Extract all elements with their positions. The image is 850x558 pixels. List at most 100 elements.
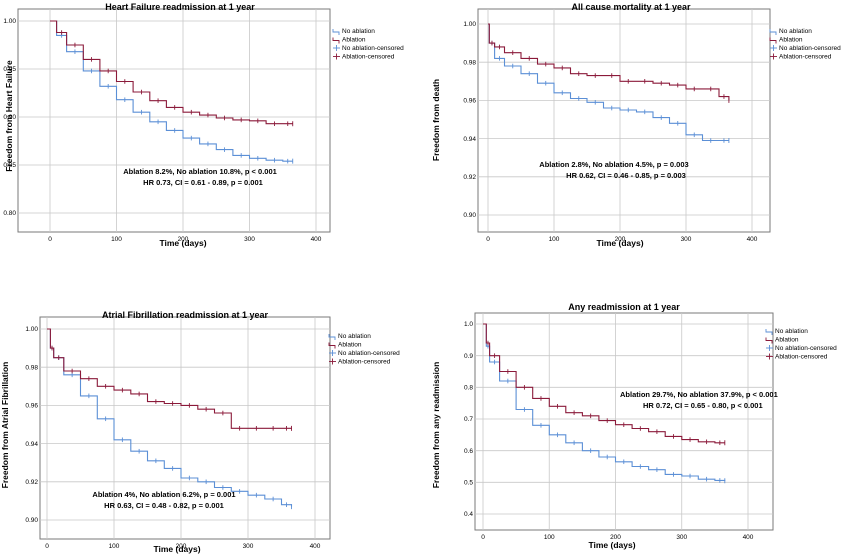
legend-symbol (333, 53, 340, 60)
y-tick-label: 0.94 (25, 441, 38, 448)
ablation-curve (488, 23, 730, 101)
chart-title: All cause mortality at 1 year (571, 2, 691, 12)
legend-symbol (770, 45, 777, 51)
legend-symbol (766, 345, 773, 351)
x-tick-label: 0 (48, 236, 52, 243)
stats-annotation: HR 0.63, CI = 0.48 - 0.82, p = 0.001 (104, 501, 224, 510)
y-tick-label: 1.00 (25, 326, 38, 333)
stats-annotation: HR 0.73, CI = 0.61 - 0.89, p = 0.001 (143, 178, 263, 187)
ablation-curve (47, 328, 292, 429)
legend-label: Ablation (342, 37, 366, 44)
y-tick-label: 0.90 (25, 517, 38, 524)
legend-label: No ablation-censored (342, 45, 404, 52)
x-axis-title: Time (days) (159, 238, 206, 248)
x-tick-label: 300 (243, 543, 254, 550)
x-tick-label: 300 (676, 534, 687, 541)
y-tick-label: 0.85 (3, 162, 16, 169)
y-tick-label: 0.96 (463, 98, 476, 105)
legend-symbol (333, 45, 340, 51)
plot-area (17, 8, 331, 233)
legend-symbol (766, 353, 773, 360)
x-tick-label: 0 (481, 534, 485, 541)
legend-label: Ablation (775, 337, 799, 344)
y-tick-label: 0.8 (464, 385, 473, 392)
chart-panel: Any readmission at 1 year 0 100 200 300 400 0.… (431, 302, 837, 550)
legend-label: No ablation (338, 333, 371, 340)
no-ablation-curve (488, 23, 729, 142)
y-tick-label: 0.90 (463, 212, 476, 219)
legend-label: Ablation-censored (775, 354, 828, 361)
x-tick-label: 300 (244, 236, 255, 243)
plot-area (477, 8, 771, 233)
y-tick-label: 0.5 (464, 480, 473, 487)
x-tick-label: 400 (310, 543, 321, 550)
x-tick-label: 100 (549, 236, 560, 243)
y-tick-label: 0.92 (463, 174, 476, 181)
stats-annotation: HR 0.72, CI = 0.65 - 0.80, p < 0.001 (643, 401, 763, 410)
stats-annotation: HR 0.62, CI = 0.46 - 0.85, p = 0.003 (566, 171, 686, 180)
x-axis-title: Time (days) (153, 544, 200, 554)
stats-annotation: Ablation 29.7%, No ablation 37.9%, p < 0… (620, 390, 778, 399)
legend-label: No ablation-censored (775, 345, 837, 352)
y-tick-label: 0.98 (463, 59, 476, 66)
y-tick-label: 0.7 (464, 416, 473, 423)
legend-symbol (329, 358, 336, 365)
y-tick-label: 0.4 (464, 511, 473, 518)
y-axis-title: Freedom from death (431, 79, 441, 161)
x-tick-label: 100 (111, 236, 122, 243)
x-tick-label: 400 (743, 534, 754, 541)
x-axis-title: Time (days) (596, 238, 643, 248)
plot-area (474, 312, 774, 531)
legend-symbol (769, 29, 777, 35)
y-tick-label: 1.0 (464, 321, 473, 328)
x-tick-label: 400 (311, 236, 322, 243)
x-tick-label: 300 (681, 236, 692, 243)
legend-label: No ablation (779, 28, 812, 35)
legend-label: No ablation (775, 328, 808, 335)
x-tick-label: 0 (486, 236, 490, 243)
legend-symbol (329, 350, 336, 356)
legend-label: Ablation (779, 37, 803, 44)
chart-panel: All cause mortality at 1 year 0 100 200 300 4… (431, 2, 841, 248)
no-ablation-curve (483, 323, 726, 481)
y-tick-label: 1.00 (463, 21, 476, 28)
legend-symbol (332, 37, 340, 44)
x-tick-label: 0 (45, 543, 49, 550)
legend-label: Ablation-censored (338, 359, 391, 366)
legend-symbol (765, 337, 773, 344)
x-tick-label: 200 (610, 534, 621, 541)
stats-annotation: Ablation 8.2%, No ablation 10.8%, p < 0.… (123, 167, 277, 176)
x-tick-label: 100 (544, 534, 555, 541)
ablation-curve (50, 20, 293, 125)
legend-symbol (769, 37, 777, 44)
legend-symbol (765, 329, 773, 335)
legend-symbol (332, 29, 340, 35)
legend-label: No ablation (342, 28, 375, 35)
y-tick-label: 0.90 (3, 114, 16, 121)
chart-title: Atrial Fibrillation readmission at 1 yea… (102, 310, 269, 320)
legend-label: Ablation-censored (779, 54, 832, 61)
y-axis-title: Freedom from Atrial Fibrillation (0, 362, 10, 489)
y-tick-label: 1.00 (3, 18, 16, 25)
legend-label: No ablation-censored (338, 350, 400, 357)
y-tick-label: 0.96 (25, 403, 38, 410)
x-axis-title: Time (days) (588, 540, 635, 550)
x-tick-label: 200 (178, 236, 189, 243)
y-tick-label: 0.95 (3, 66, 16, 73)
legend-symbol (770, 53, 777, 60)
x-tick-label: 200 (176, 543, 187, 550)
legend-symbol (328, 342, 336, 349)
legend-label: Ablation (338, 342, 362, 349)
y-tick-label: 0.94 (463, 136, 476, 143)
chart-panel: Atrial Fibrillation readmission at 1 yea… (0, 310, 400, 554)
x-tick-label: 200 (615, 236, 626, 243)
y-tick-label: 0.80 (3, 210, 16, 217)
y-tick-label: 0.92 (25, 479, 38, 486)
chart-panel: Heart Failure readmission at 1 year 0 100 2… (3, 2, 404, 248)
stats-annotation: Ablation 4%, No ablation 6.2%, p = 0.001 (92, 490, 235, 499)
